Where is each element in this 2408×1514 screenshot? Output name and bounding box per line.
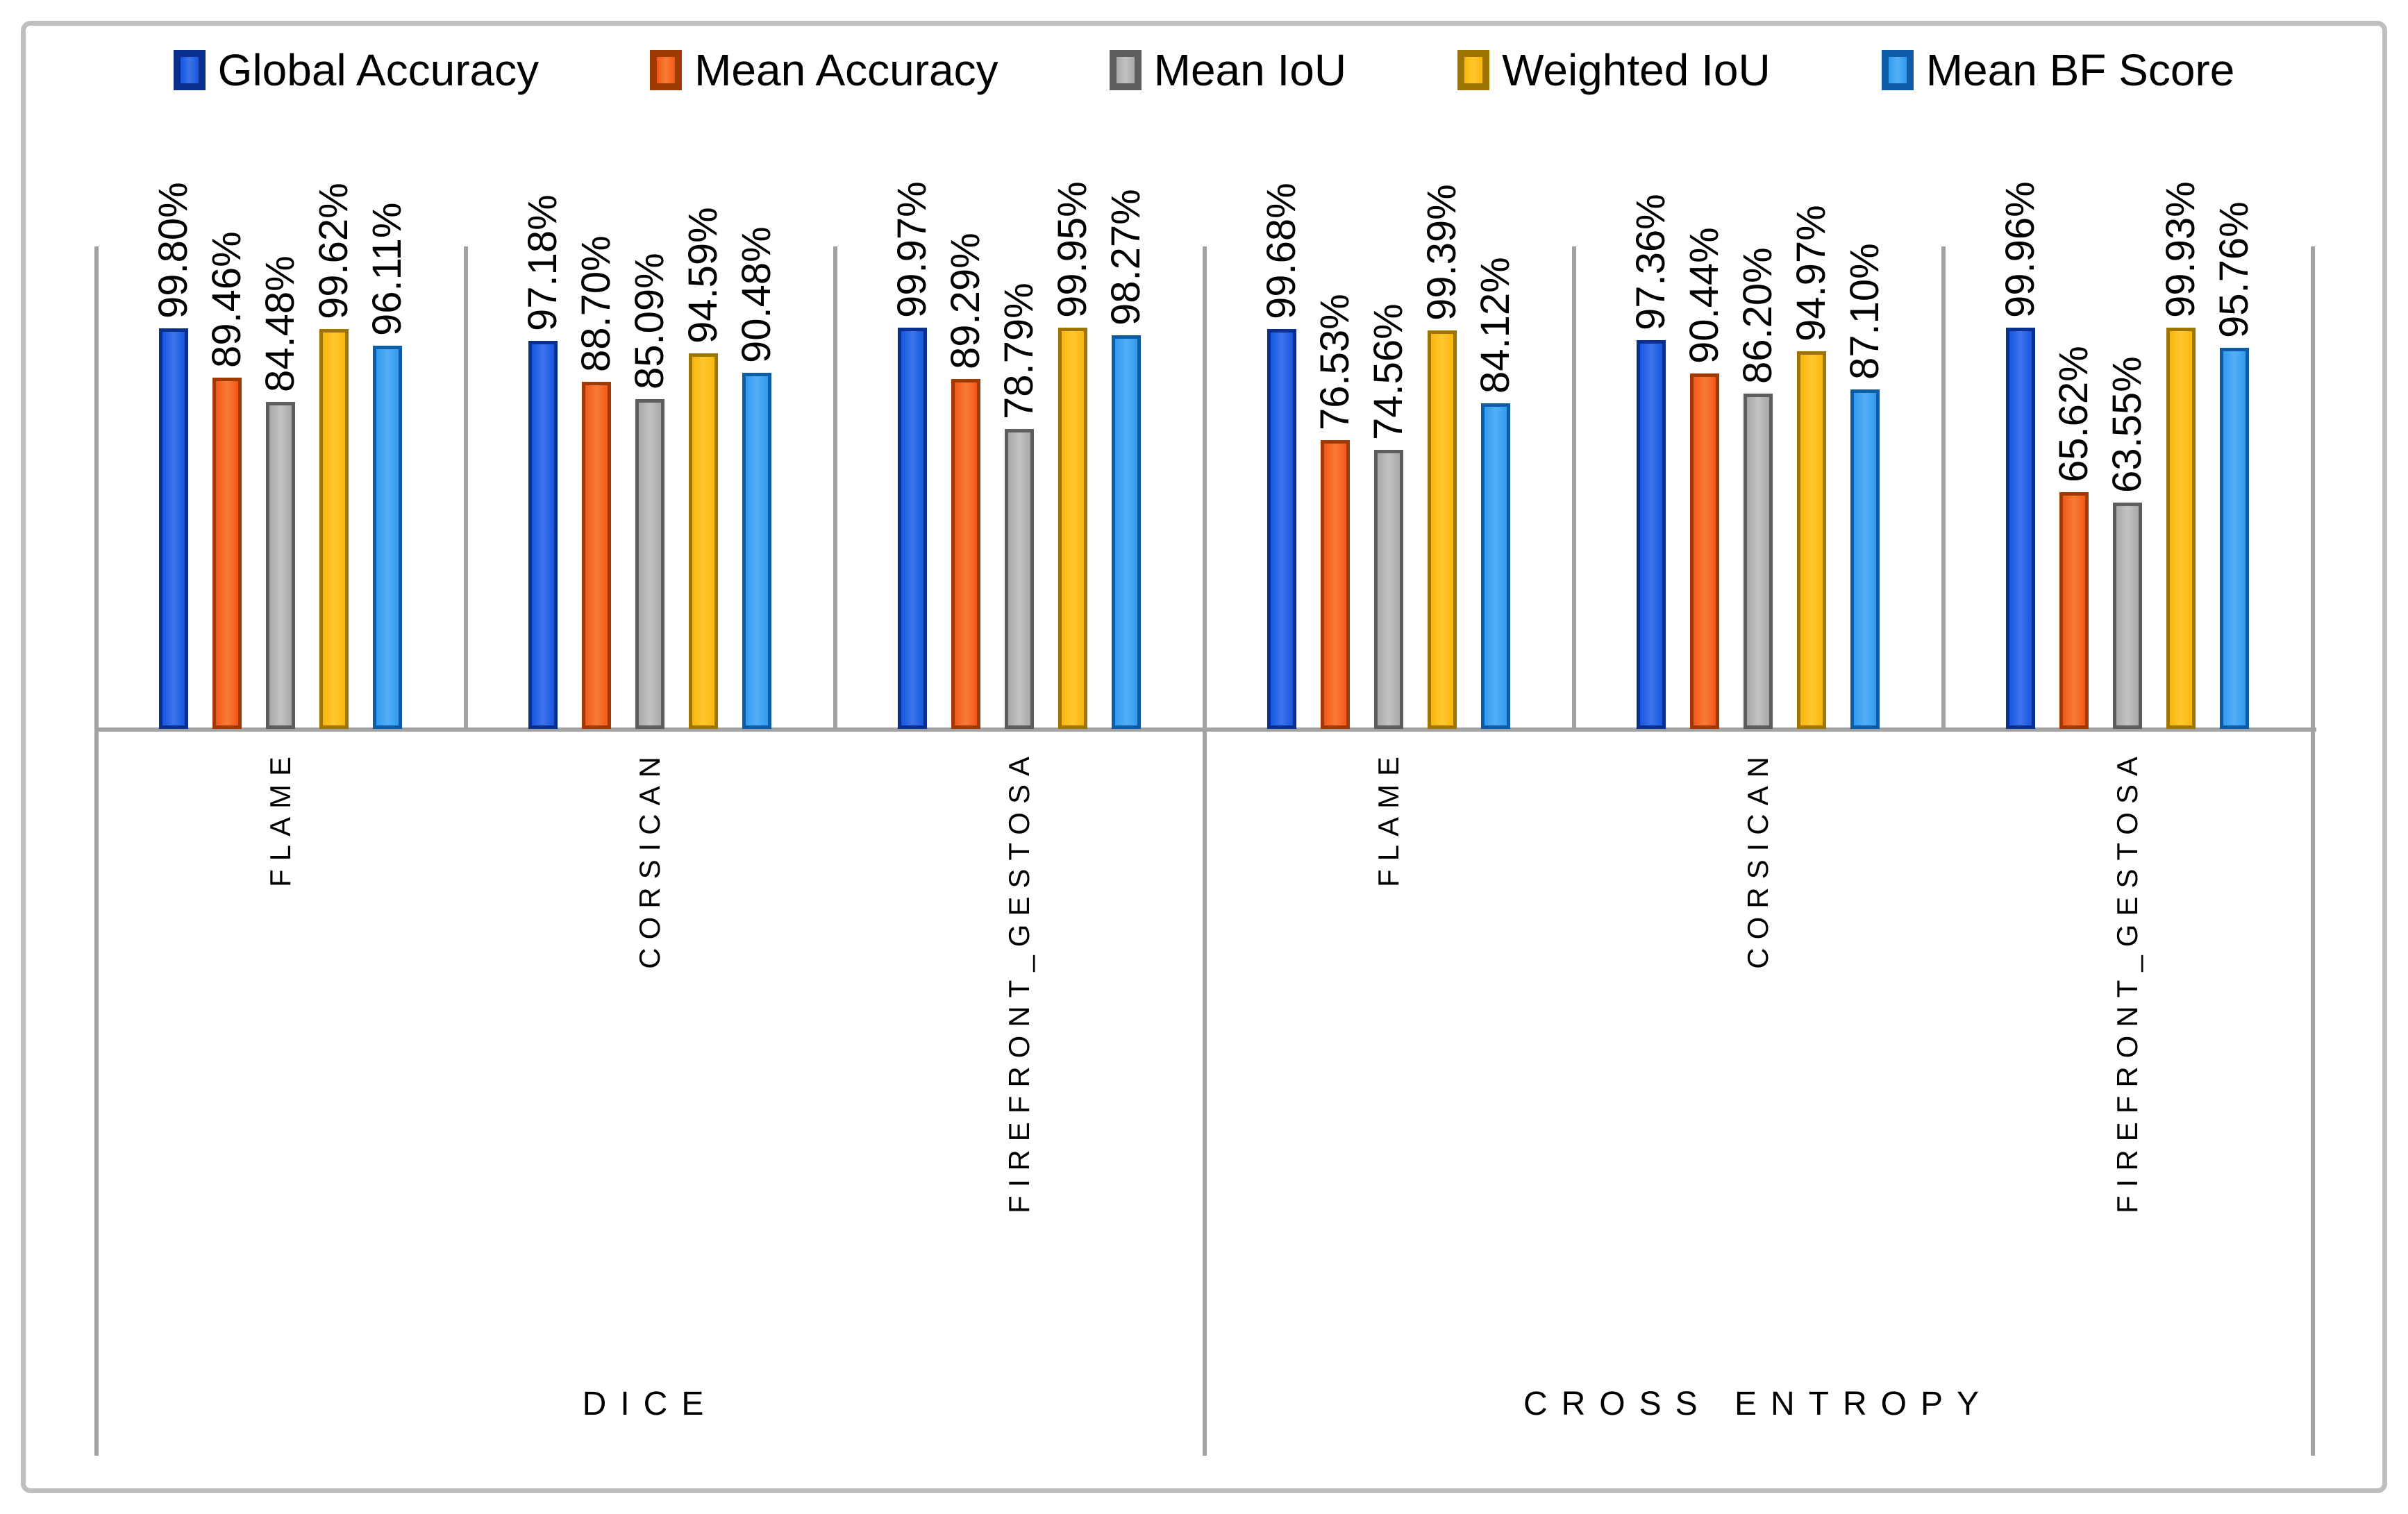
bar-global-accuracy bbox=[1637, 340, 1666, 729]
category-separator-line bbox=[1572, 246, 1576, 729]
bar-mean-iou bbox=[1744, 394, 1773, 729]
bar-value-label: 97.18% bbox=[520, 194, 566, 331]
bar-value-label: 90.44% bbox=[1682, 227, 1728, 364]
category-separator-line bbox=[1941, 246, 1946, 729]
bar-value-label: 86.20% bbox=[1735, 247, 1781, 384]
bar-mean-iou bbox=[635, 399, 664, 729]
category-separator-line bbox=[464, 246, 468, 729]
bar-mean-iou bbox=[266, 402, 295, 729]
bar-value-label: 65.62% bbox=[2051, 346, 2097, 482]
bar-weighted-iou bbox=[1797, 351, 1826, 729]
legend-swatch-icon bbox=[173, 50, 206, 91]
bar-value-label: 99.97% bbox=[889, 181, 935, 318]
bar-value-label: 85.09% bbox=[627, 253, 673, 389]
bar-mean-accuracy bbox=[1321, 440, 1350, 729]
bar-value-label: 90.48% bbox=[734, 226, 780, 363]
bar-value-label: 95.76% bbox=[2211, 201, 2257, 338]
chart-border bbox=[21, 21, 2387, 1493]
category-label: CORSICAN bbox=[633, 748, 666, 969]
bar-value-label: 63.55% bbox=[2105, 356, 2150, 493]
bar-value-label: 89.29% bbox=[943, 233, 989, 369]
bar-mean-iou bbox=[1374, 450, 1403, 729]
loss-group-label: CROSS ENTROPY bbox=[1523, 1386, 1993, 1422]
group-divider-line bbox=[94, 246, 99, 1456]
legend-label: Mean BF Score bbox=[1925, 45, 2235, 95]
category-label: FLAME bbox=[1371, 748, 1405, 888]
bar-mean-bf-score bbox=[2220, 348, 2249, 729]
bar-value-label: 99.68% bbox=[1259, 183, 1305, 319]
legend-item: Weighted IoU bbox=[1457, 46, 1771, 94]
bar-mean-accuracy bbox=[1690, 373, 1719, 729]
bar-value-label: 96.11% bbox=[365, 202, 410, 336]
bar-weighted-iou bbox=[689, 353, 718, 729]
bar-mean-accuracy bbox=[951, 379, 980, 729]
bar-value-label: 78.79% bbox=[996, 283, 1042, 419]
category-label: FIREFRONT_GESTOSA bbox=[1002, 748, 1035, 1213]
legend-item: Mean BF Score bbox=[1881, 45, 2235, 95]
bar-value-label: 88.70% bbox=[574, 235, 619, 372]
group-divider-line bbox=[1203, 246, 1207, 1456]
legend-label: Weighted IoU bbox=[1502, 45, 1771, 95]
bar-value-label: 87.10% bbox=[1842, 243, 1888, 380]
bar-value-label: 84.48% bbox=[258, 255, 303, 392]
loss-group-label: DICE bbox=[582, 1386, 718, 1422]
legend-swatch-icon bbox=[1457, 50, 1490, 91]
bar-mean-bf-score bbox=[373, 346, 402, 729]
bar-weighted-iou bbox=[2166, 328, 2196, 729]
bar-value-label: 99.95% bbox=[1050, 181, 1096, 318]
bar-value-label: 98.27% bbox=[1103, 189, 1149, 326]
category-label: FIREFRONT_GESTOSA bbox=[2110, 748, 2143, 1213]
legend: Global Accuracy Mean Accuracy Mean IoU Weig… bbox=[0, 46, 2408, 94]
bar-mean-iou bbox=[2113, 503, 2142, 729]
bar-mean-bf-score bbox=[742, 373, 771, 729]
bar-global-accuracy bbox=[159, 328, 188, 729]
legend-swatch-icon bbox=[1881, 50, 1914, 91]
bar-value-label: 99.62% bbox=[311, 183, 357, 319]
category-separator-line bbox=[833, 246, 837, 729]
bar-global-accuracy bbox=[898, 328, 927, 729]
legend-item: Global Accuracy bbox=[173, 45, 540, 95]
legend-swatch-icon bbox=[1109, 50, 1142, 91]
bar-weighted-iou bbox=[1058, 328, 1087, 729]
bar-mean-accuracy bbox=[212, 378, 242, 729]
legend-item: Mean IoU bbox=[1109, 45, 1347, 95]
bar-value-label: 84.12% bbox=[1473, 257, 1519, 394]
group-divider-line bbox=[2311, 246, 2315, 1456]
bar-value-label: 99.80% bbox=[151, 182, 197, 319]
bar-value-label: 76.53% bbox=[1312, 294, 1358, 430]
bar-value-label: 99.96% bbox=[1998, 181, 2043, 318]
bar-mean-bf-score bbox=[1850, 389, 1880, 729]
category-label: FLAME bbox=[263, 748, 296, 888]
bar-value-label: 94.59% bbox=[680, 207, 726, 344]
bar-weighted-iou bbox=[319, 329, 349, 729]
bar-value-label: 99.39% bbox=[1419, 184, 1465, 321]
legend-swatch-icon bbox=[650, 50, 683, 91]
bar-value-label: 89.46% bbox=[204, 231, 250, 368]
bar-value-label: 94.97% bbox=[1789, 205, 1834, 342]
bar-value-label: 74.56% bbox=[1366, 303, 1412, 440]
bar-value-label: 97.36% bbox=[1628, 194, 1674, 330]
bar-mean-accuracy bbox=[582, 382, 611, 729]
bar-mean-bf-score bbox=[1481, 403, 1510, 729]
legend-item: Mean Accuracy bbox=[650, 46, 998, 94]
legend-label: Mean Accuracy bbox=[694, 45, 998, 95]
bar-value-label: 99.93% bbox=[2158, 181, 2204, 318]
bar-global-accuracy bbox=[528, 341, 558, 729]
bar-weighted-iou bbox=[1428, 330, 1457, 729]
legend-label: Global Accuracy bbox=[217, 45, 540, 95]
bar-global-accuracy bbox=[2006, 328, 2035, 729]
bar-mean-bf-score bbox=[1112, 335, 1141, 729]
legend-label: Mean IoU bbox=[1153, 45, 1347, 95]
bar-mean-accuracy bbox=[2059, 492, 2089, 729]
bar-mean-iou bbox=[1005, 429, 1034, 729]
category-label: CORSICAN bbox=[1741, 748, 1774, 969]
bar-global-accuracy bbox=[1267, 329, 1296, 729]
